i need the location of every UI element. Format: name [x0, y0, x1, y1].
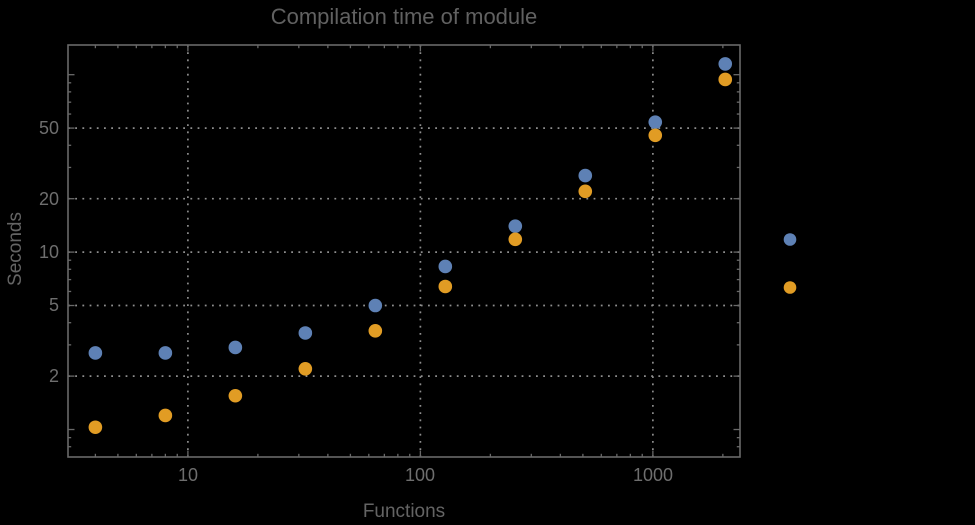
data-point-series-1-x4: [88, 346, 103, 360]
data-point-series-1-x256: [508, 219, 523, 233]
data-point-series-2-x32: [298, 361, 313, 376]
legend-marker-series-2: [783, 281, 797, 294]
data-point-series-1-x2048: [718, 57, 733, 71]
data-point-series-1-x1024: [648, 115, 663, 129]
data-point-series-1-x128: [438, 259, 453, 274]
legend-marker-series-1: [783, 233, 797, 246]
data-point-series-2-x2048: [718, 72, 733, 87]
y-tick-label-20: 20: [38, 189, 59, 209]
y-tick-label-2: 2: [48, 366, 59, 386]
data-point-series-2-x128: [438, 279, 453, 294]
x-axis-label: Functions: [362, 501, 446, 522]
data-point-series-2-x512: [578, 184, 593, 199]
data-point-series-2-x64: [368, 324, 383, 338]
x-tick-label-10: 10: [177, 465, 199, 485]
y-tick-label-10: 10: [38, 242, 59, 262]
chart-title: Compilation time of module: [270, 4, 538, 29]
x-tick-label-1000: 1000: [632, 465, 674, 485]
data-point-series-1-x32: [298, 326, 313, 340]
y-tick-label-50: 50: [38, 118, 59, 138]
data-point-series-2-x16: [228, 388, 243, 403]
y-tick-label-5: 5: [48, 295, 59, 315]
plot-frame: [67, 44, 741, 458]
data-point-series-2-x4: [88, 420, 103, 435]
data-point-series-1-x8: [158, 346, 173, 360]
data-point-series-2-x256: [508, 232, 523, 247]
data-point-series-2-x8: [158, 408, 173, 423]
x-tick-label-100: 100: [404, 465, 436, 485]
data-point-series-2-x1024: [648, 128, 663, 143]
data-point-series-1-x16: [228, 340, 243, 355]
data-point-series-1-x512: [578, 168, 593, 183]
data-point-series-1-x64: [368, 298, 383, 313]
